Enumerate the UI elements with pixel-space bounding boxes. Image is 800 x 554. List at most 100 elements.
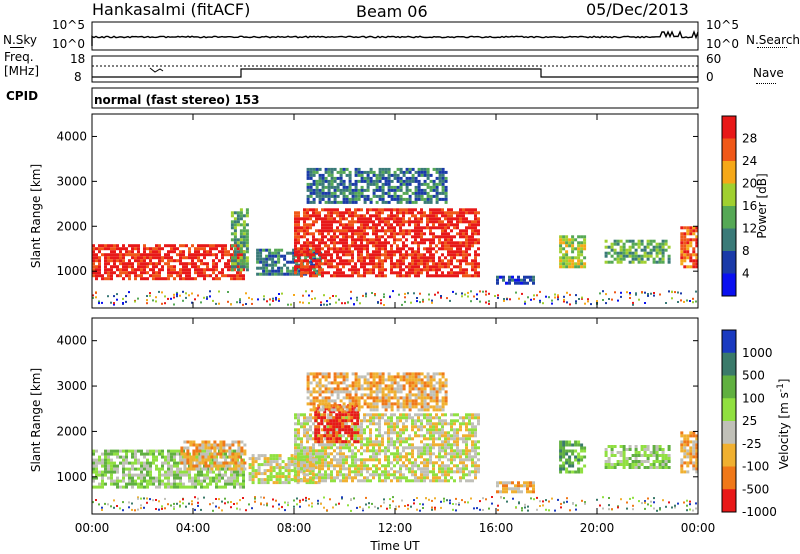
echo-cell (318, 399, 322, 403)
echo-cell (429, 419, 432, 423)
echo-cell (315, 372, 319, 376)
echo-cell (230, 265, 234, 269)
echo-cell (332, 425, 336, 429)
echo-cell (281, 460, 285, 464)
echo-cell (474, 428, 477, 432)
echo-cell (438, 467, 441, 471)
echo-cell (348, 223, 351, 227)
scatter-cell (449, 299, 451, 302)
echo-cell (149, 479, 152, 483)
echo-cell (387, 440, 390, 444)
scatter-cell (587, 300, 589, 303)
echo-cell (289, 260, 293, 264)
echo-cell (185, 244, 188, 248)
echo-cell (265, 266, 269, 270)
echo-cell (692, 226, 696, 230)
scatter-cell (278, 293, 280, 295)
echo-cell (339, 381, 343, 385)
echo-cell (474, 229, 477, 233)
echo-cell (378, 446, 381, 450)
echo-cell (474, 208, 477, 212)
echo-cell (167, 253, 170, 257)
echo-cell (281, 472, 285, 476)
echo-cell (396, 232, 399, 236)
echo-cell (468, 419, 471, 423)
echo-cell (652, 239, 656, 243)
echo-cell (164, 461, 167, 465)
echo-cell (140, 470, 143, 474)
echo-cell (216, 452, 220, 456)
echo-cell (423, 434, 426, 438)
echo-cell (378, 197, 382, 201)
echo-cell (420, 476, 423, 480)
echo-cell (396, 422, 399, 426)
echo-cell (408, 443, 411, 447)
echo-cell (306, 434, 309, 438)
echo-cell (188, 452, 191, 456)
echo-cell (393, 220, 396, 224)
scatter-cell (356, 296, 358, 299)
echo-cell (441, 185, 445, 189)
echo-cell (402, 241, 405, 245)
echo-cell (324, 405, 328, 409)
scatter-cell (167, 297, 169, 300)
echo-cell (429, 422, 432, 426)
echo-cell (317, 410, 321, 414)
echo-cell (333, 443, 336, 447)
echo-cell (161, 479, 164, 483)
echo-cell (300, 458, 303, 462)
echo-cell (306, 440, 309, 444)
echo-cell (191, 461, 194, 465)
echo-cell (101, 277, 104, 281)
echo-cell (426, 470, 429, 474)
echo-cell (198, 458, 202, 462)
echo-cell (198, 449, 202, 453)
echo-cell (164, 253, 167, 257)
echo-cell (330, 259, 333, 263)
echo-cell (345, 378, 349, 382)
echo-cell (462, 214, 465, 218)
echo-cell (384, 449, 387, 453)
echo-cell (517, 281, 520, 285)
echo-cell (309, 381, 313, 385)
echo-cell (369, 449, 372, 453)
echo-cell (399, 232, 402, 236)
echo-cell (604, 254, 608, 258)
echo-cell (393, 250, 396, 254)
echo-cell (342, 262, 345, 266)
echo-cell (366, 268, 369, 272)
echo-cell (580, 247, 584, 251)
echo-cell (471, 274, 474, 278)
echo-cell (384, 378, 388, 382)
echo-cell (414, 197, 418, 201)
echo-cell (134, 244, 137, 248)
echo-cell (399, 229, 402, 233)
echo-cell (183, 446, 187, 450)
echo-cell (239, 238, 243, 242)
echo-cell (429, 416, 432, 420)
echo-cell (435, 235, 438, 239)
echo-cell (278, 469, 282, 473)
echo-cell (381, 413, 384, 417)
echo-cell (423, 214, 426, 218)
echo-cell (155, 485, 158, 489)
echo-cell (324, 384, 328, 388)
echo-cell (357, 464, 360, 468)
scatter-cell (461, 292, 463, 295)
echo-region (314, 404, 360, 444)
scatter-cell (605, 302, 607, 305)
echo-cell (583, 256, 587, 260)
echo-cell (180, 449, 184, 453)
echo-cell (387, 470, 390, 474)
echo-cell (384, 247, 387, 251)
echo-cell (366, 393, 370, 397)
echo-cell (275, 478, 279, 482)
echo-cell (274, 269, 278, 273)
echo-cell (274, 251, 278, 255)
echo-cell (324, 259, 327, 263)
echo-cell (242, 485, 245, 489)
echo-cell (468, 241, 471, 245)
echo-cell (459, 416, 462, 420)
echo-cell (351, 211, 354, 215)
echo-cell (360, 247, 363, 251)
